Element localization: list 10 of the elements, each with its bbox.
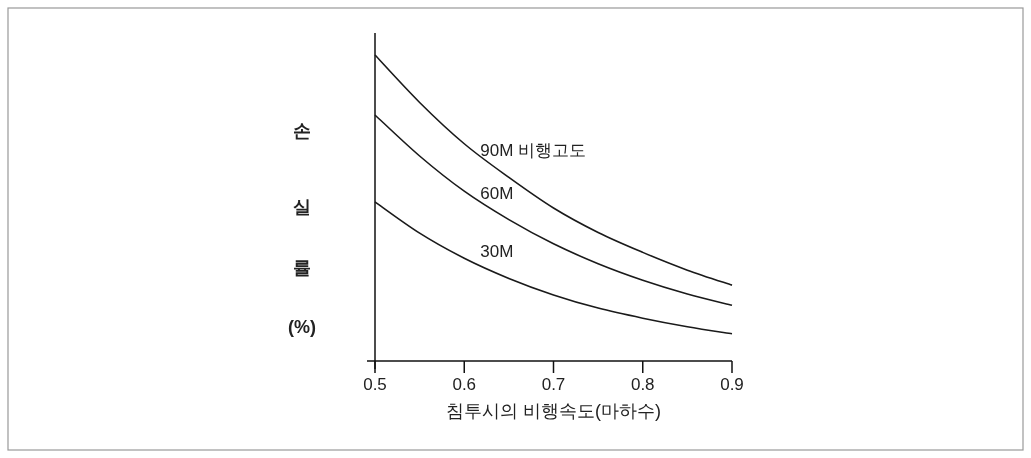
x-tick-label: 0.5 <box>363 375 387 394</box>
x-tick-label: 0.7 <box>541 375 566 394</box>
series-label: 90M 비행고도 <box>480 141 587 161</box>
x-tick-label: 0.6 <box>452 375 477 394</box>
series-label: 30M <box>480 242 514 262</box>
text: 손 실 률 (%) <box>288 121 316 337</box>
x-tick-label: 0.9 <box>720 375 744 394</box>
x-tick-label: 0.8 <box>630 375 655 394</box>
series-label: 60M <box>480 183 514 203</box>
x-axis-title: 침투시의 비행속도(마하수) <box>446 401 661 421</box>
